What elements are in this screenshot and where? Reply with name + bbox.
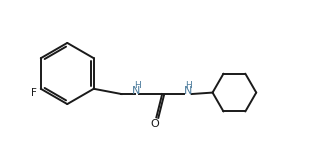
Text: N: N: [132, 86, 140, 96]
Text: O: O: [151, 119, 160, 129]
Text: H: H: [134, 81, 141, 90]
Text: F: F: [31, 88, 37, 98]
Text: N: N: [183, 86, 192, 96]
Text: H: H: [186, 81, 192, 90]
